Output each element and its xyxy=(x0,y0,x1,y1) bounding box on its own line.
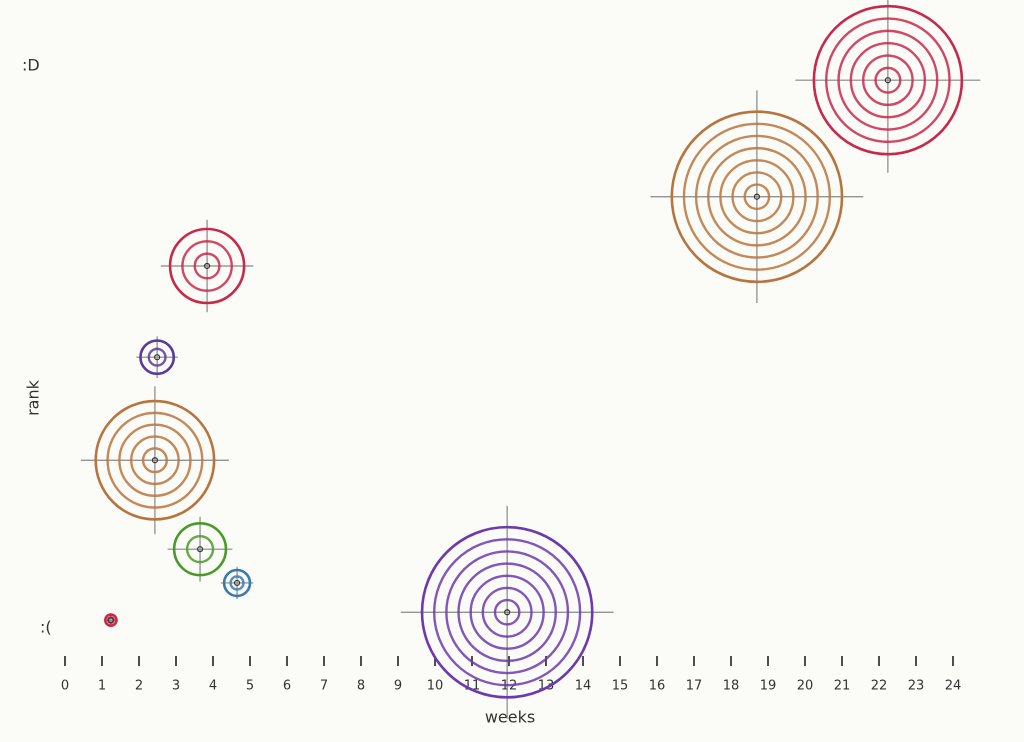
x-tick-label: 5 xyxy=(246,679,254,694)
x-tick-label: 22 xyxy=(871,679,888,694)
x-tick-label: 4 xyxy=(209,679,217,694)
ring-inner xyxy=(694,134,819,259)
x-tick-label: 10 xyxy=(427,679,444,694)
bubble xyxy=(168,227,246,305)
x-tick-label: 1 xyxy=(98,679,106,694)
bubble-center xyxy=(753,193,761,200)
x-tick-label: 24 xyxy=(945,679,962,694)
ring-inner xyxy=(481,586,533,638)
bubble-center xyxy=(107,617,114,624)
ring-inner xyxy=(229,575,245,591)
ring-inner xyxy=(731,171,783,223)
bubble xyxy=(222,568,252,598)
x-axis-label: weeks xyxy=(485,708,535,727)
bubble xyxy=(420,525,594,699)
ring-inner xyxy=(445,550,570,675)
x-tick-label: 8 xyxy=(357,679,365,694)
ring-inner xyxy=(707,146,807,247)
x-tick-label: 6 xyxy=(283,679,291,694)
x-tick-label: 15 xyxy=(612,679,629,694)
ring-inner xyxy=(874,66,902,94)
x-tick-label: 9 xyxy=(394,679,402,694)
x-tick-label: 20 xyxy=(797,679,814,694)
ring-inner xyxy=(743,183,771,211)
ring-inner xyxy=(147,347,167,367)
bubble-center xyxy=(203,262,211,270)
bubble-center xyxy=(504,609,511,616)
x-tick-label: 11 xyxy=(464,679,481,694)
bubble-center xyxy=(233,579,241,587)
ring-inner xyxy=(849,42,927,119)
bubble xyxy=(172,521,228,577)
ring-inner xyxy=(862,54,914,107)
x-tick-label: 19 xyxy=(760,679,777,694)
x-tick-label: 16 xyxy=(649,679,666,694)
x-tick-label: 2 xyxy=(135,679,143,694)
y-axis-label: rank xyxy=(24,379,43,416)
x-tick-label: 18 xyxy=(723,679,740,694)
x-tick-label: 17 xyxy=(686,679,703,694)
ring-inner xyxy=(682,122,832,271)
x-tick-label: 21 xyxy=(834,679,851,694)
ring-inner xyxy=(181,240,233,292)
x-tick-label: 3 xyxy=(172,679,180,694)
ring-inner xyxy=(130,435,180,486)
ring-inner xyxy=(837,29,939,131)
ring-inner xyxy=(493,598,521,626)
y-bottom-label: :( xyxy=(40,618,52,637)
bubble xyxy=(139,339,176,376)
x-tick-label: 23 xyxy=(908,679,925,694)
x-tick-label: 14 xyxy=(575,679,592,694)
ring-inner xyxy=(185,535,215,564)
bubble xyxy=(812,4,964,156)
ring-inner xyxy=(106,411,204,509)
ring-inner xyxy=(141,447,168,474)
bubble-center xyxy=(151,457,159,464)
y-top-label: :D xyxy=(22,56,40,75)
bubble xyxy=(94,399,216,521)
ring-inner xyxy=(719,159,795,235)
bubble xyxy=(670,110,844,284)
x-tick-label: 7 xyxy=(320,679,328,694)
bubble-center xyxy=(884,77,891,84)
x-tick-label: 0 xyxy=(61,679,69,694)
bubble-center xyxy=(196,546,204,553)
bubble xyxy=(104,613,118,627)
bubble-center xyxy=(154,354,161,361)
ring-inner xyxy=(457,562,557,663)
ring-inner xyxy=(825,17,951,144)
ring-inner xyxy=(469,574,545,650)
ring-inner xyxy=(118,423,192,497)
ring-inner xyxy=(193,252,221,280)
ring-inner xyxy=(433,538,582,687)
